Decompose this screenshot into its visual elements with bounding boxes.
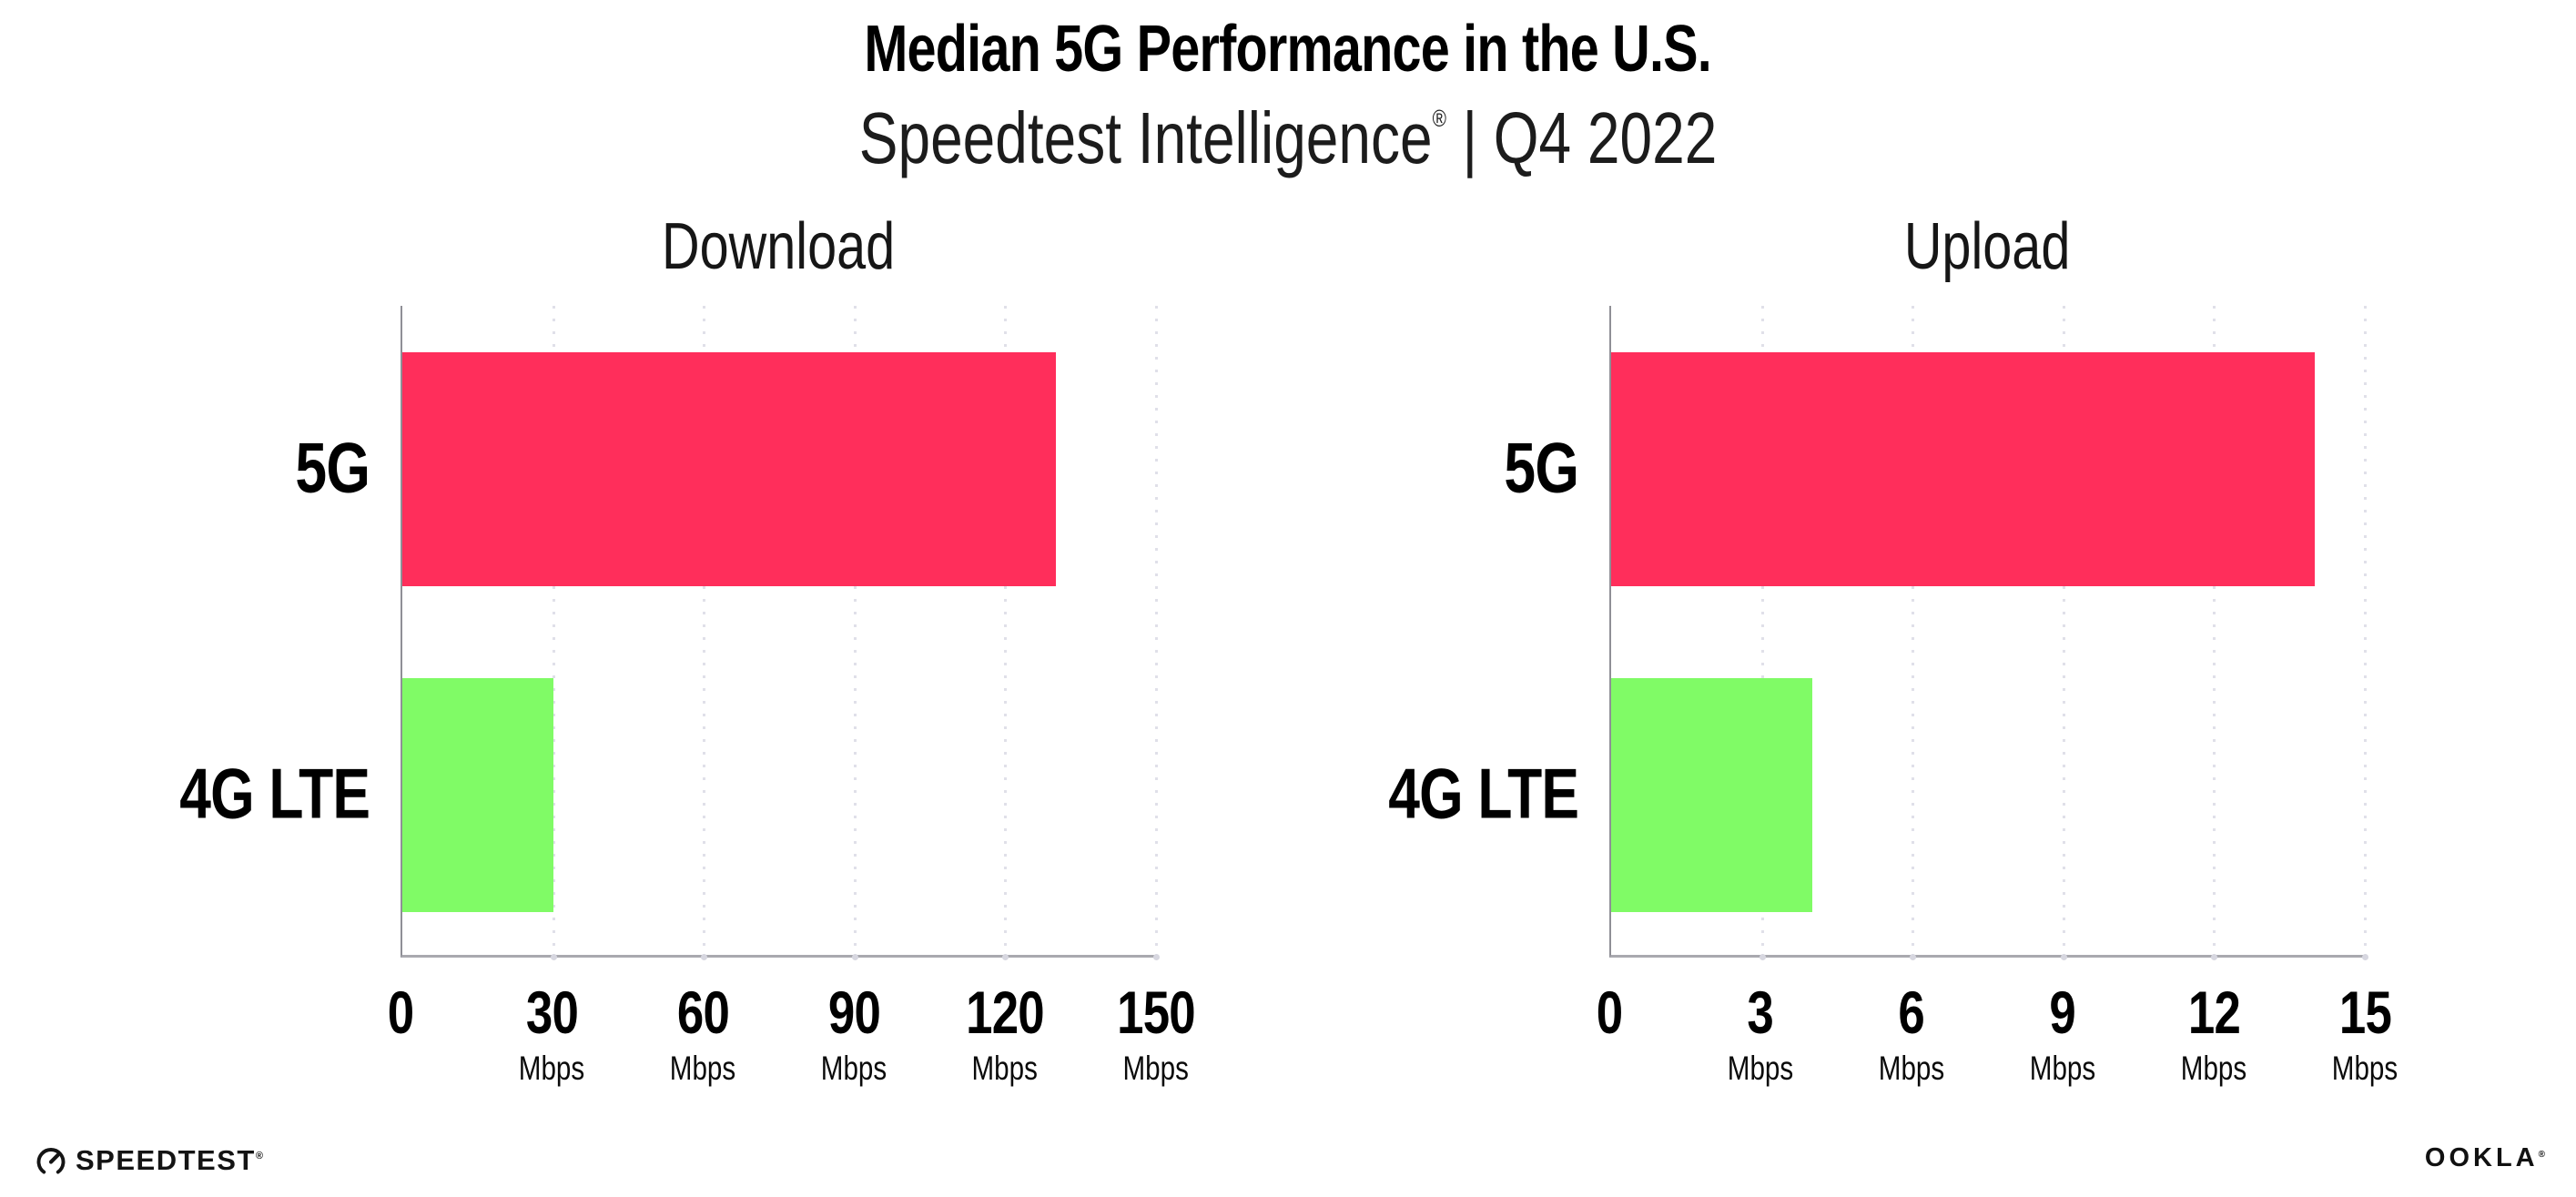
x-axis-upload: 0 3 Mbps 6 Mbps 9 Mbps 12 Mbps 15 Mbps <box>1597 981 2398 1109</box>
x-tick-9: 9 Mbps <box>2022 981 2104 1087</box>
gridline-60 <box>701 306 708 960</box>
subtitle-text: Speedtest Intelligence® | Q4 2022 <box>859 98 1717 195</box>
x-tick-number: 120 <box>966 979 1045 1046</box>
category-label-4g-lte: 4G LTE <box>1388 753 1579 834</box>
subtitle-period: Q4 2022 <box>1493 97 1718 178</box>
x-tick-unit: Mbps <box>1122 1050 1190 1087</box>
x-tick-unit: Mbps <box>971 1050 1039 1087</box>
x-tick-number: 15 <box>2338 979 2391 1046</box>
bar-5g-upload <box>1611 352 2315 586</box>
x-tick-number: 90 <box>827 979 880 1046</box>
page-title: Median 5G Performance in the U.S. <box>0 0 2576 86</box>
x-tick-3: 3 Mbps <box>1719 981 1801 1087</box>
x-tick-number: 6 <box>1898 979 1925 1046</box>
chart-upload: Upload 5G 4G LTE 0 3 Mbps 6 Mbps 9 Mbps 12 Mbps 15… <box>1388 213 2398 1087</box>
page-subtitle: Speedtest Intelligence® | Q4 2022 <box>0 86 2576 195</box>
x-tick-number: 60 <box>676 979 729 1046</box>
x-tick-unit: Mbps <box>1878 1050 1945 1087</box>
x-tick-150: 150 Mbps <box>1107 981 1204 1087</box>
gridline-9 <box>2060 306 2067 960</box>
x-tick-0: 0 <box>384 981 417 1043</box>
x-tick-unit: Mbps <box>820 1050 887 1087</box>
ookla-registered-icon: ® <box>2538 1150 2545 1160</box>
x-tick-number: 150 <box>1117 979 1196 1046</box>
chart-title-download: Download <box>661 210 896 283</box>
gridline-150 <box>1153 306 1160 960</box>
speedtest-gauge-icon <box>36 1148 66 1174</box>
header: Median 5G Performance in the U.S. Speedt… <box>0 0 2576 195</box>
gridline-15 <box>2362 306 2368 960</box>
x-tick-number: 3 <box>1747 979 1774 1046</box>
subtitle-brand: Speedtest Intelligence <box>858 97 1433 178</box>
x-tick-30: 30 Mbps <box>511 981 593 1087</box>
bar-5g-download <box>402 352 1056 586</box>
x-tick-unit: Mbps <box>2331 1050 2399 1087</box>
subtitle-separator: | <box>1462 97 1478 178</box>
x-tick-6: 6 Mbps <box>1871 981 1952 1087</box>
x-tick-unit: Mbps <box>2029 1050 2096 1087</box>
plot-area-upload: 5G 4G LTE <box>1388 306 2368 960</box>
speedtest-wordmark: SPEEDTEST® <box>76 1144 263 1176</box>
x-tick-15: 15 Mbps <box>2324 981 2406 1087</box>
registered-trademark-icon: ® <box>1432 105 1446 132</box>
gridline-30 <box>550 306 557 960</box>
x-tick-90: 90 Mbps <box>813 981 895 1087</box>
gridline-120 <box>1002 306 1009 960</box>
x-tick-unit: Mbps <box>1727 1050 1794 1087</box>
speedtest-registered-icon: ® <box>255 1151 263 1161</box>
x-tick-120: 120 Mbps <box>956 981 1053 1087</box>
x-tick-unit: Mbps <box>2180 1050 2247 1087</box>
ookla-logo: OOKLA® <box>2425 1143 2545 1173</box>
x-axis-download: 0 30 Mbps 60 Mbps 90 Mbps 120 Mbps 150 Mbps <box>388 981 1196 1109</box>
category-label-4g-lte: 4G LTE <box>179 753 370 834</box>
x-tick-60: 60 Mbps <box>662 981 744 1087</box>
x-tick-unit: Mbps <box>518 1050 585 1087</box>
x-tick-unit: Mbps <box>669 1050 736 1087</box>
chart-title-upload: Upload <box>1903 210 2071 283</box>
x-tick-12: 12 Mbps <box>2173 981 2255 1087</box>
x-tick-number: 30 <box>525 979 578 1046</box>
x-tick-number: 9 <box>2049 979 2076 1046</box>
gridline-12 <box>2211 306 2218 960</box>
page-title-text: Median 5G Performance in the U.S. <box>864 13 1712 86</box>
x-tick-number: 12 <box>2187 979 2240 1046</box>
gridline-6 <box>1910 306 1917 960</box>
plot-area-download: 5G 4G LTE <box>179 306 1160 960</box>
bar-4g-lte-download <box>402 678 553 912</box>
gridline-90 <box>851 306 858 960</box>
category-label-5g: 5G <box>295 427 370 508</box>
chart-download: Download 5G 4G LTE 0 30 Mbps 60 Mbps 90 Mbps 120… <box>179 213 1196 1087</box>
x-tick-number: 0 <box>387 979 414 1046</box>
x-tick-0: 0 <box>1593 981 1626 1043</box>
category-label-5g: 5G <box>1504 427 1578 508</box>
gridline-3 <box>1759 306 1766 960</box>
x-tick-number: 0 <box>1596 979 1623 1046</box>
speedtest-logo: SPEEDTEST® <box>35 1144 263 1177</box>
ookla-wordmark: OOKLA® <box>2424 1143 2545 1172</box>
bar-4g-lte-upload <box>1611 678 1812 912</box>
